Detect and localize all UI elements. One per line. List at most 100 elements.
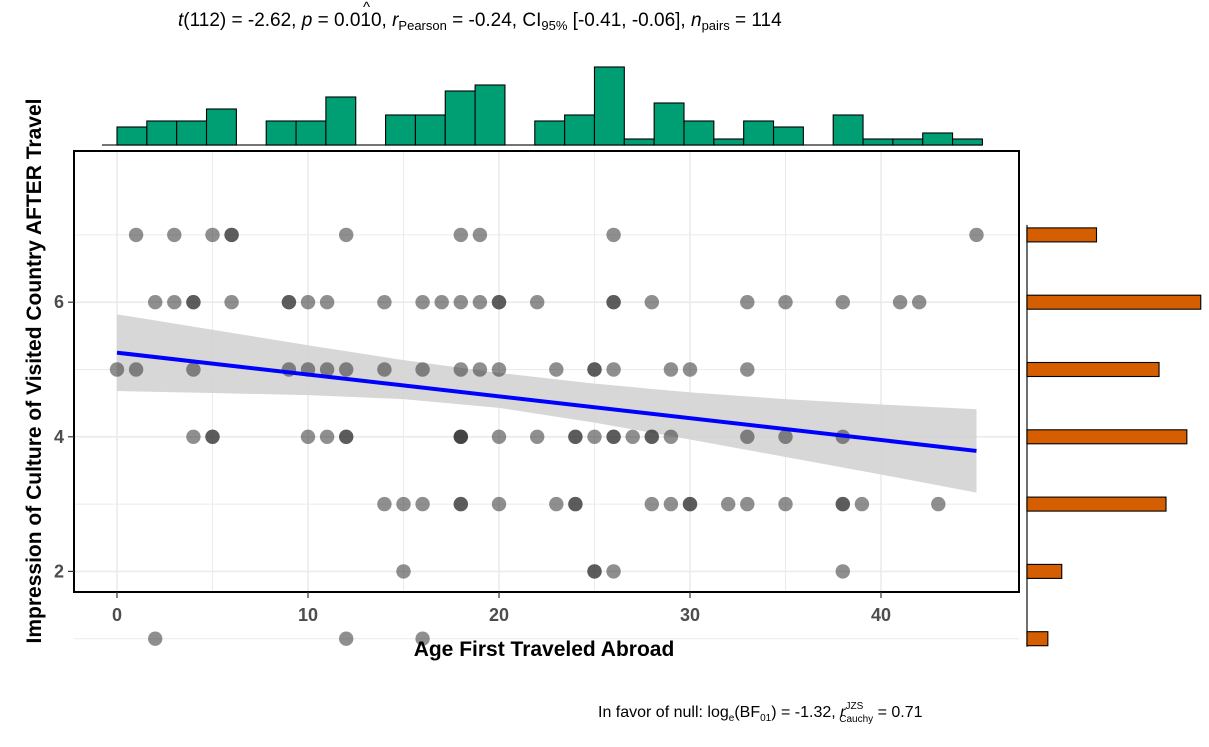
scatter-point bbox=[472, 362, 488, 377]
scatter-point bbox=[434, 295, 449, 310]
y-histogram-bar bbox=[1026, 429, 1188, 445]
scatter-point bbox=[415, 496, 430, 512]
y-histogram-bar bbox=[1026, 631, 1049, 647]
x-histogram-bar bbox=[325, 96, 357, 146]
y-histogram-bar bbox=[1026, 227, 1098, 243]
scatter-point bbox=[491, 295, 507, 310]
scatter-point bbox=[663, 429, 679, 444]
scatter-point bbox=[205, 227, 220, 243]
subtitle-t-symbol: t bbox=[178, 10, 184, 31]
subtitle-r-value: = -0.24, CI bbox=[447, 10, 542, 31]
x-histogram-bar bbox=[653, 102, 685, 146]
scatter-point bbox=[568, 496, 583, 512]
scatter-point bbox=[491, 362, 507, 377]
scatter-point bbox=[319, 362, 335, 377]
y-axis-title: Impression of Culture of Visited Country… bbox=[23, 99, 46, 644]
scatter-point bbox=[415, 295, 430, 310]
scatter-point bbox=[128, 362, 144, 377]
scatter-point bbox=[931, 496, 946, 512]
scatter-point bbox=[778, 429, 793, 444]
scatter-point bbox=[969, 227, 984, 243]
x-histogram-bar bbox=[623, 138, 655, 146]
y-tick-label: 4 bbox=[54, 427, 64, 447]
panel-border bbox=[73, 150, 1020, 593]
scatter-point bbox=[148, 295, 163, 310]
x-histogram-bar bbox=[265, 120, 297, 146]
x-histogram-bar bbox=[414, 114, 446, 146]
scatter-point bbox=[167, 295, 182, 310]
subtitle-n-symbol: n bbox=[691, 10, 702, 31]
caption-bf-prefix: (BF bbox=[734, 704, 760, 721]
scatter-point bbox=[835, 496, 850, 512]
x-histogram-bar bbox=[772, 126, 804, 146]
x-histogram-bar bbox=[683, 120, 715, 146]
scatter-point bbox=[892, 295, 908, 310]
x-histogram-bar bbox=[146, 120, 178, 146]
y-histogram-bar bbox=[1026, 563, 1063, 579]
scatter-point bbox=[491, 429, 507, 444]
scatter-point bbox=[740, 496, 755, 512]
caption-bf-subscript: 01 bbox=[760, 713, 772, 724]
x-histogram-bar bbox=[952, 138, 983, 146]
scatter-point bbox=[606, 429, 621, 444]
scatter-point bbox=[186, 295, 201, 310]
caption-r-subscript: Cauchy bbox=[839, 714, 873, 725]
caption-r-superscript: JZS bbox=[845, 701, 863, 712]
scatter-point bbox=[740, 429, 755, 444]
scatter-point bbox=[453, 295, 468, 310]
x-histogram-bar bbox=[892, 138, 924, 146]
caption-prefix: In favor of null: log bbox=[598, 704, 729, 721]
scatter-point bbox=[568, 429, 583, 444]
scatter-point bbox=[663, 362, 679, 377]
x-axis-title: Age First Traveled Abroad bbox=[414, 638, 675, 661]
caption-r-symbol: r bbox=[840, 704, 846, 721]
scatter-point bbox=[721, 496, 736, 512]
scatter-point bbox=[491, 496, 507, 512]
x-histogram-bar bbox=[713, 138, 745, 146]
x-marginal-histogram bbox=[102, 66, 983, 146]
x-histogram-bar bbox=[444, 90, 476, 146]
scatter-point bbox=[530, 295, 545, 310]
scatter-point bbox=[530, 429, 545, 444]
scatter-point bbox=[281, 295, 297, 310]
scatter-point bbox=[453, 362, 468, 377]
chart-subtitle: t(112) = -2.62, p = 0.010, rPearson = -0… bbox=[178, 10, 782, 33]
scatter-point bbox=[415, 362, 430, 377]
scatter-points bbox=[109, 227, 984, 646]
scatter-point bbox=[186, 429, 201, 444]
scatter-point bbox=[912, 295, 927, 310]
scatter-point bbox=[377, 362, 392, 377]
scatter-point bbox=[854, 496, 870, 512]
scatter-point bbox=[472, 227, 488, 243]
x-histogram-bar bbox=[832, 114, 864, 146]
scatter-point bbox=[453, 496, 468, 512]
subtitle-ci-value: [-0.41, -0.06], bbox=[567, 10, 691, 31]
scatter-point bbox=[625, 429, 640, 444]
x-tick-label: 10 bbox=[298, 605, 318, 625]
subtitle-n-value: = 114 bbox=[730, 10, 782, 31]
plot-panel bbox=[73, 150, 1020, 646]
x-tick-label: 30 bbox=[680, 605, 700, 625]
x-tick-label: 20 bbox=[489, 605, 509, 625]
scatter-point bbox=[167, 227, 182, 243]
x-histogram-bar bbox=[205, 108, 237, 146]
x-axis-ticks: 0 10 20 30 40 bbox=[112, 592, 891, 625]
scatter-point bbox=[377, 496, 392, 512]
scatter-point bbox=[549, 496, 564, 512]
scatter-point bbox=[339, 631, 354, 646]
scatter-point bbox=[835, 295, 850, 310]
subtitle-n-subscript: pairs bbox=[702, 18, 731, 33]
scatter-point bbox=[682, 362, 698, 377]
scatter-point bbox=[587, 564, 602, 579]
subtitle-ci-subscript: 95% bbox=[541, 18, 567, 33]
scatter-point bbox=[319, 429, 335, 444]
chart-caption: In favor of null: loge(BF01) = -1.32, rJ… bbox=[598, 701, 923, 725]
scatter-point bbox=[778, 496, 793, 512]
x-histogram-bar bbox=[593, 66, 625, 146]
scatter-point bbox=[128, 227, 144, 243]
caption-r-value: = 0.71 bbox=[873, 704, 922, 721]
x-histogram-bar bbox=[116, 126, 148, 146]
subtitle-p-symbol: p bbox=[301, 10, 313, 31]
scatter-point bbox=[224, 295, 239, 310]
